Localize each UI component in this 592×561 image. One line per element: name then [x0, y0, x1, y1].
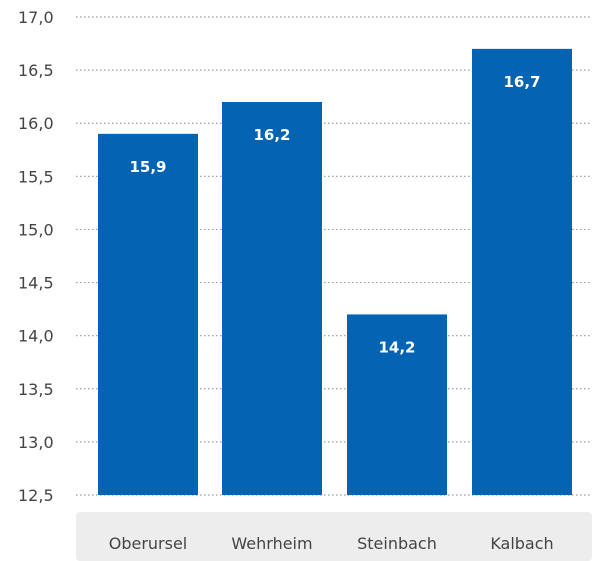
- y-tick-label: 15,0: [18, 220, 54, 239]
- bar: [472, 48, 572, 495]
- x-tick-label: Kalbach: [490, 534, 553, 553]
- y-tick-label: 13,0: [18, 433, 54, 452]
- data-labels: 15,9 16,2 14,2 16,7: [129, 73, 540, 357]
- x-tick-label: Steinbach: [357, 534, 437, 553]
- y-axis-ticks: 12,5 13,0 13,5 14,0 14,5 15,0 15,5 16,0 16,5 17,0: [18, 8, 54, 505]
- y-tick-label: 12,5: [18, 486, 54, 505]
- y-tick-label: 15,5: [18, 167, 54, 186]
- bar: [222, 101, 322, 495]
- category-axis-band: [76, 512, 592, 561]
- bar: [98, 133, 198, 495]
- data-label: 14,2: [378, 338, 415, 356]
- bars: [98, 48, 572, 495]
- bar: [347, 314, 447, 495]
- x-axis-ticks: Oberursel Wehrheim Steinbach Kalbach: [109, 534, 554, 553]
- x-tick-label: Oberursel: [109, 534, 188, 553]
- data-label: 15,9: [129, 158, 166, 176]
- y-tick-label: 14,5: [18, 274, 54, 293]
- y-tick-label: 16,5: [18, 61, 54, 80]
- data-label: 16,2: [253, 126, 290, 144]
- y-tick-label: 14,0: [18, 327, 54, 346]
- data-label: 16,7: [503, 73, 540, 91]
- y-tick-label: 17,0: [18, 8, 54, 27]
- x-tick-label: Wehrheim: [231, 534, 312, 553]
- y-tick-label: 16,0: [18, 114, 54, 133]
- y-tick-label: 13,5: [18, 380, 54, 399]
- category-axis-band-layer: [76, 512, 592, 561]
